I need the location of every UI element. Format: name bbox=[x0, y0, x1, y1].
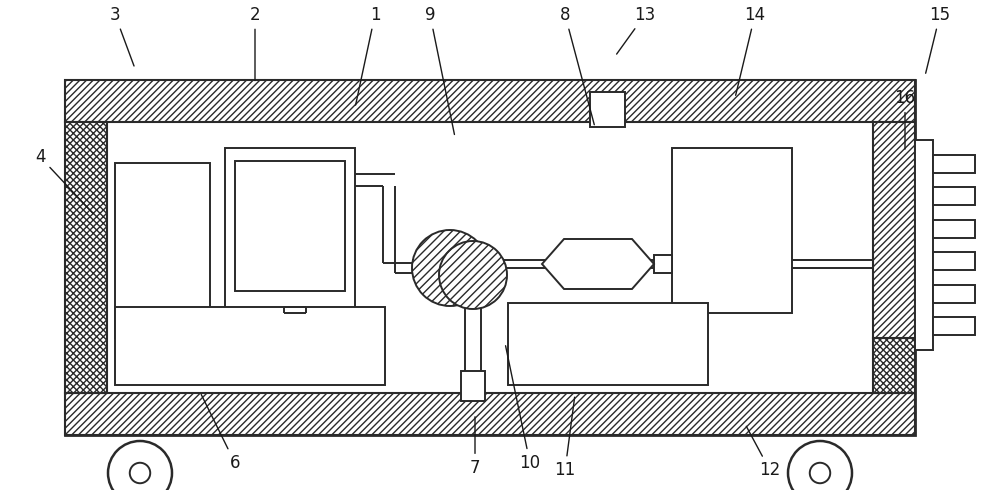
Text: 2: 2 bbox=[250, 6, 260, 80]
Bar bbox=[65, 122, 107, 393]
Text: 13: 13 bbox=[617, 6, 656, 54]
Text: 7: 7 bbox=[470, 417, 480, 477]
Bar bbox=[225, 148, 355, 313]
Bar bbox=[933, 252, 975, 270]
Text: 4: 4 bbox=[35, 148, 93, 214]
Bar bbox=[65, 80, 915, 122]
Bar bbox=[933, 154, 975, 172]
Text: 1: 1 bbox=[356, 6, 380, 105]
Bar bbox=[933, 220, 975, 238]
Bar bbox=[654, 255, 672, 273]
Bar bbox=[590, 92, 625, 127]
Circle shape bbox=[130, 463, 150, 483]
Circle shape bbox=[788, 441, 852, 490]
Bar bbox=[873, 338, 915, 393]
Text: 10: 10 bbox=[506, 346, 541, 472]
Bar bbox=[508, 303, 708, 385]
Bar bbox=[933, 285, 975, 303]
Bar bbox=[461, 371, 485, 401]
Text: 16: 16 bbox=[894, 89, 916, 149]
Bar bbox=[915, 140, 933, 350]
Text: 3: 3 bbox=[110, 6, 134, 66]
Text: 14: 14 bbox=[736, 6, 766, 95]
Circle shape bbox=[412, 230, 488, 306]
Text: 9: 9 bbox=[425, 6, 454, 134]
Polygon shape bbox=[542, 239, 654, 289]
Bar bbox=[933, 318, 975, 336]
Bar bbox=[672, 148, 792, 313]
Bar bbox=[115, 163, 210, 338]
Bar bbox=[235, 161, 345, 291]
Circle shape bbox=[108, 441, 172, 490]
Circle shape bbox=[439, 241, 507, 309]
Text: 6: 6 bbox=[201, 394, 240, 472]
Bar bbox=[933, 187, 975, 205]
Bar bbox=[873, 122, 915, 338]
Bar bbox=[115, 307, 385, 385]
Text: 8: 8 bbox=[560, 6, 594, 125]
Bar bbox=[65, 80, 915, 435]
Text: 12: 12 bbox=[746, 426, 781, 479]
Bar bbox=[65, 393, 915, 435]
Circle shape bbox=[810, 463, 830, 483]
Text: 15: 15 bbox=[926, 6, 951, 73]
Text: 11: 11 bbox=[554, 397, 576, 479]
